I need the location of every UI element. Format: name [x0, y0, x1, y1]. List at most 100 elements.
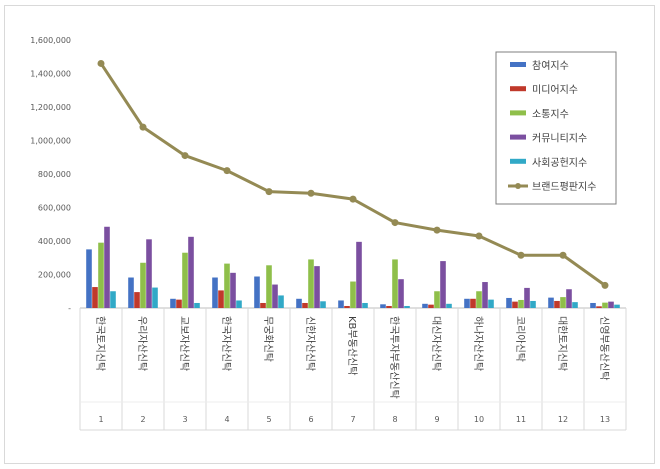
bar-2-4 — [218, 290, 224, 308]
trend-point-9 — [433, 226, 441, 234]
bar-1-2 — [128, 277, 134, 308]
bar-4-3 — [188, 236, 194, 308]
trend-point-12 — [559, 251, 567, 259]
trend-point-5 — [265, 188, 273, 196]
rank-label: 5 — [266, 415, 271, 424]
bar-3-9 — [434, 291, 440, 308]
bar-3-5 — [266, 265, 272, 308]
bar-2-5 — [260, 302, 266, 308]
rank-label: 6 — [308, 415, 313, 424]
bar-5-3 — [194, 302, 200, 308]
bar-1-3 — [170, 298, 176, 308]
bar-3-4 — [224, 263, 230, 308]
y-tick-label: 1,400,000 — [30, 70, 71, 79]
bar-3-7 — [350, 281, 356, 308]
bar-3-3 — [182, 252, 188, 308]
legend-swatch — [510, 110, 526, 116]
rank-label: 2 — [140, 415, 145, 424]
legend-swatch — [510, 158, 526, 164]
rank-label: 8 — [392, 415, 397, 424]
trend-point-1 — [97, 59, 105, 67]
bar-1-13 — [590, 302, 596, 308]
bar-3-2 — [140, 262, 146, 308]
bar-5-8 — [404, 305, 410, 308]
bar-2-3 — [176, 299, 182, 309]
legend-label: 미디어지수 — [532, 84, 578, 96]
category-label: 하나자산신탁 — [472, 316, 485, 371]
bar-4-5 — [272, 284, 278, 308]
bar-1-9 — [422, 303, 428, 308]
y-tick-label: 200,000 — [38, 271, 71, 280]
bar-3-11 — [518, 299, 524, 308]
category-label: 대신자산신탁 — [430, 316, 442, 371]
legend-box — [495, 51, 617, 205]
rank-label: 7 — [350, 415, 355, 424]
category-label: 신한자산신탁 — [304, 316, 316, 371]
bar-3-12 — [560, 297, 566, 308]
y-tick-label: 800,000 — [38, 170, 71, 179]
bar-2-6 — [302, 302, 308, 308]
bar-1-1 — [86, 249, 92, 309]
bar-3-1 — [98, 242, 104, 308]
rank-label: 1 — [98, 415, 103, 424]
trend-point-6 — [307, 189, 315, 197]
bar-3-8 — [392, 259, 398, 308]
bar-2-8 — [386, 305, 392, 308]
bar-5-1 — [110, 291, 116, 308]
legend-swatch — [510, 134, 526, 140]
axes: - 200,000 400,000 600,000 800,000 1,000,000 1,… — [30, 36, 627, 431]
bar-3-13 — [602, 302, 608, 308]
bar-4-2 — [146, 239, 152, 308]
bar-2-2 — [134, 292, 140, 308]
bar-5-2 — [152, 287, 158, 308]
rank-label: 11 — [516, 415, 526, 424]
trend-point-7 — [349, 195, 357, 203]
bar-2-9 — [428, 304, 434, 308]
trend-point-11 — [517, 251, 525, 259]
category-label: 신영부동산신탁 — [598, 316, 610, 380]
legend-label: 소통지수 — [532, 108, 569, 120]
rank-label: 10 — [474, 415, 484, 424]
bar-1-4 — [212, 277, 218, 308]
bar-4-11 — [524, 287, 530, 308]
category-label: 한국자산신탁 — [220, 316, 232, 371]
rank-label: 3 — [182, 415, 187, 424]
rank-label: 13 — [600, 415, 610, 424]
legend-label: 사회공헌지수 — [532, 157, 587, 169]
bar-3-10 — [476, 291, 482, 308]
bar-5-11 — [530, 300, 536, 308]
trend-point-10 — [475, 232, 483, 240]
legend-label: 커뮤니티지수 — [532, 133, 587, 145]
bars — [86, 226, 620, 309]
bar-5-6 — [320, 301, 326, 308]
y-tick-label: 600,000 — [38, 204, 71, 213]
category-label: 코리아신탁 — [514, 316, 526, 362]
trend-point-3 — [181, 152, 189, 160]
bar-2-12 — [554, 300, 560, 308]
bar-1-11 — [506, 297, 512, 308]
bar-4-9 — [440, 261, 446, 308]
bar-1-10 — [464, 298, 470, 308]
bar-5-4 — [236, 300, 242, 308]
bar-4-1 — [104, 226, 110, 308]
legend-label: 참여지수 — [532, 60, 569, 72]
bar-2-11 — [512, 301, 518, 308]
bar-4-6 — [314, 266, 320, 309]
category-label: 한국투자부동산신탁 — [388, 316, 400, 399]
legend-swatch — [510, 62, 526, 67]
y-tick-label: 1,600,000 — [30, 36, 71, 45]
trend-line — [97, 59, 609, 289]
bar-1-7 — [338, 300, 344, 308]
bar-4-8 — [398, 279, 404, 308]
bar-4-4 — [230, 272, 236, 308]
rank-label: 4 — [224, 415, 229, 424]
bar-4-13 — [608, 301, 614, 308]
legend-swatch — [510, 86, 526, 92]
bar-2-13 — [596, 306, 602, 308]
bar-5-9 — [446, 303, 452, 308]
bar-1-5 — [254, 276, 260, 308]
trend-point-13 — [601, 281, 609, 289]
bar-2-10 — [470, 298, 476, 308]
